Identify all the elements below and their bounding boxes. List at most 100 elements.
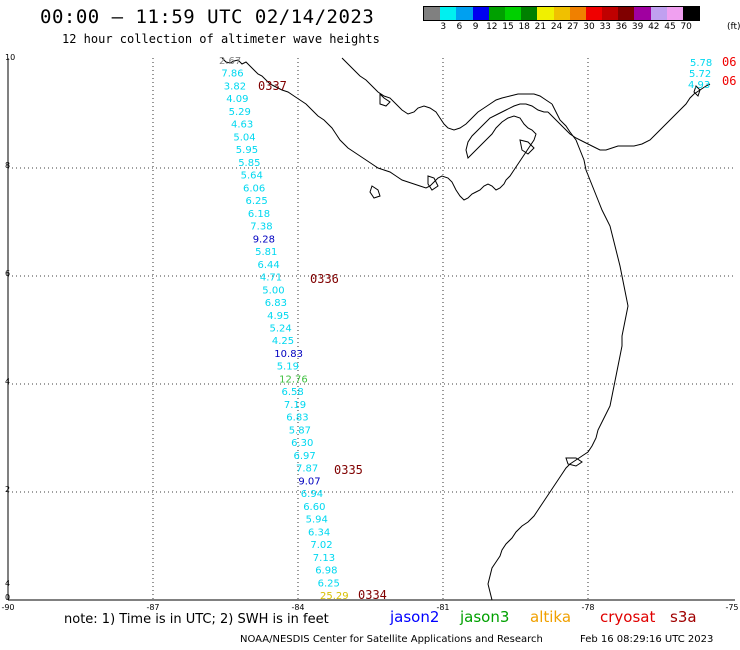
page-subtitle: 12 hour collection of altimeter wave hei… <box>62 32 380 46</box>
island-coast-6 <box>693 85 701 97</box>
y-tick-label: 10 <box>5 53 15 62</box>
wave-height-label: 12.76 <box>279 375 308 386</box>
pass-label: 0337 <box>258 79 287 93</box>
wave-height-label: 5.94 <box>306 515 328 526</box>
wave-height-label: 5.95 <box>236 145 258 156</box>
color-swatch <box>488 7 505 20</box>
color-swatch <box>472 7 489 20</box>
x-tick-label: -87 <box>146 603 159 612</box>
x-tick-label: -90 <box>1 603 14 612</box>
wave-height-label: 6.83 <box>286 413 308 424</box>
island-coast-4 <box>565 457 583 467</box>
coastline-colombia <box>547 83 711 151</box>
color-scale-label: 3 <box>440 22 447 32</box>
wave-height-label: 7.02 <box>310 540 332 551</box>
wave-height-label: 5.00 <box>262 285 284 296</box>
page-title: 00:00 – 11:59 UTC 02/14/2023 <box>40 6 375 28</box>
y-tick-label: 2 <box>5 485 10 494</box>
wave-height-label: 4.93 <box>688 80 710 91</box>
y-tick-labels: 10 8 6 4 2 4 0 <box>5 53 15 602</box>
wave-height-label: 6.98 <box>315 566 337 577</box>
wave-height-label: 5.85 <box>238 158 260 169</box>
wave-height-label: 5.19 <box>277 362 299 373</box>
color-scale-label: 70 <box>680 22 692 32</box>
legend-item-s3a: s3a <box>670 608 697 626</box>
y-tick-label: 8 <box>5 161 10 170</box>
coastline-pacific-colombia <box>487 103 629 601</box>
y-tick-label: 6 <box>5 269 10 278</box>
wave-height-label: 7.38 <box>250 222 272 233</box>
wave-height-label: 6.94 <box>301 489 323 500</box>
wave-height-label: 10.83 <box>274 349 303 360</box>
pass-label: 0334 <box>358 588 387 602</box>
wave-height-label: 7.19 <box>284 400 306 411</box>
y-tick-label: 4 <box>5 579 10 588</box>
island-coast-2 <box>427 175 439 191</box>
wave-height-label: 6.30 <box>291 438 313 449</box>
island-coast-5 <box>369 185 381 199</box>
wave-height-label: 5.87 <box>289 425 311 436</box>
color-swatch <box>521 7 538 20</box>
wave-height-label: 4.71 <box>260 273 282 284</box>
wave-height-label: 6.58 <box>282 387 304 398</box>
color-scale-label: 12 <box>486 22 498 32</box>
color-scale-label: 27 <box>567 22 579 32</box>
color-swatch <box>456 7 473 20</box>
coastline-caribbean-north <box>341 57 553 131</box>
coastline-central-america <box>221 57 548 201</box>
color-swatch <box>537 7 554 20</box>
legend-item-jason3: jason3 <box>460 608 510 626</box>
color-swatch <box>634 7 651 20</box>
color-swatch <box>553 7 570 20</box>
color-scale-label: 18 <box>518 22 530 32</box>
x-tick-label: -75 <box>725 603 738 612</box>
wave-height-label: 6.97 <box>294 451 316 462</box>
color-scale-units: (ft) <box>727 22 740 32</box>
x-tick-label: -84 <box>291 603 304 612</box>
color-scale-label: 30 <box>583 22 595 32</box>
pass-label: 06 <box>722 74 736 88</box>
color-scale-label: 42 <box>648 22 660 32</box>
color-scale-bar <box>423 6 701 21</box>
map-grid <box>8 58 735 600</box>
island-coast-3 <box>519 139 535 155</box>
wave-height-label: 2.67 <box>219 56 241 67</box>
wave-height-label: 3.82 <box>224 82 246 93</box>
color-scale-label: 33 <box>599 22 611 32</box>
y-tick-label: 4 <box>5 377 10 386</box>
color-scale-label: 6 <box>456 22 463 32</box>
altimeter-track: 2.67 7.86 3.824.09 5.29 4.635.04 5.95 5.85 5.64… <box>219 56 349 602</box>
wave-height-label: 9.28 <box>253 234 275 245</box>
pass-label: 0336 <box>310 272 339 286</box>
pass-labels: 0337 0336 0335 0334 06 06 <box>258 55 736 602</box>
color-scale-label: 45 <box>664 22 676 32</box>
footer-note: note: 1) Time is in UTC; 2) SWH is in fe… <box>64 612 329 627</box>
color-swatch <box>424 7 441 20</box>
wave-height-label: 6.25 <box>318 578 340 589</box>
color-swatch <box>618 7 635 20</box>
color-scale-label: 21 <box>534 22 547 32</box>
y-tick-label: 0 <box>5 593 10 602</box>
color-swatch <box>569 7 586 20</box>
wave-height-label: 25.29 <box>320 591 349 602</box>
footer-timestamp: Feb 16 08:29:16 UTC 2023 <box>580 634 714 645</box>
wave-height-label: 6.06 <box>243 183 265 194</box>
wave-height-label: 7.87 <box>296 464 318 475</box>
wave-height-label: 6.18 <box>248 209 270 220</box>
wave-height-label: 5.24 <box>270 324 292 335</box>
color-swatch <box>440 7 457 20</box>
pass-label: 06 <box>722 55 736 69</box>
island-coast-1 <box>379 92 391 107</box>
legend-item-cryosat: cryosat <box>600 608 656 626</box>
color-scale-label: 9 <box>472 22 479 32</box>
wave-height-label: 7.13 <box>313 553 335 564</box>
wave-height-label: 5.78 <box>690 58 712 69</box>
wave-height-label: 7.86 <box>221 69 243 80</box>
wave-height-label: 4.09 <box>226 94 248 105</box>
wave-height-label: 6.25 <box>246 196 268 207</box>
wave-height-label: 5.64 <box>241 171 263 182</box>
color-swatch <box>585 7 603 20</box>
color-swatch <box>683 7 700 20</box>
x-tick-label: -78 <box>581 603 594 612</box>
